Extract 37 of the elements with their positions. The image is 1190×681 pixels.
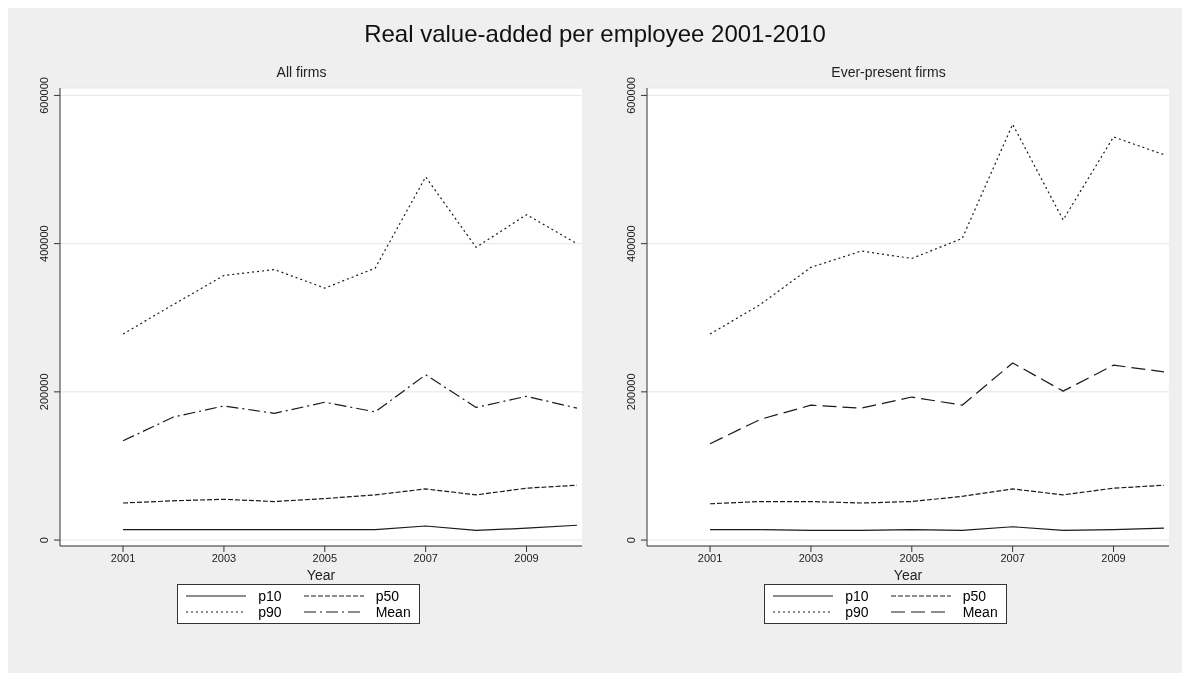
x-tick-label: 2001 <box>110 551 135 564</box>
line-series <box>708 484 1165 505</box>
line-series <box>708 362 1165 445</box>
x-tick-label: 2005 <box>899 551 924 564</box>
legend-label: p10 <box>845 588 869 604</box>
x-tick-label: 2009 <box>513 551 539 564</box>
x-tick-label: 2003 <box>798 551 823 564</box>
legend-label: p90 <box>845 604 869 620</box>
chart-title: Real value-added per employee 2001-2010 <box>363 19 827 49</box>
x-axis-title: Year <box>893 567 922 583</box>
line-series <box>121 176 578 335</box>
legend-label: p50 <box>962 588 987 604</box>
y-tick-label: 600000 <box>624 77 637 114</box>
chart-subtitle: Ever-present firms <box>831 64 946 80</box>
x-axis-title: Year <box>306 567 335 583</box>
legend-label: p10 <box>258 588 282 604</box>
line-series <box>121 484 578 504</box>
legend-label: p90 <box>258 604 282 620</box>
x-tick-label: 2003 <box>211 551 236 564</box>
y-tick-label: 600000 <box>37 77 50 114</box>
y-tick-label: 0 <box>37 537 50 544</box>
x-tick-label: 2001 <box>697 551 722 564</box>
line-series <box>708 123 1165 335</box>
y-tick-label: 200000 <box>624 373 637 411</box>
x-tick-label: 2009 <box>1100 551 1126 564</box>
x-tick-label: 2005 <box>312 551 337 564</box>
x-tick-label: 2007 <box>999 551 1025 564</box>
line-series <box>121 374 578 442</box>
y-tick-label: 200000 <box>37 373 50 411</box>
legend-label: p50 <box>375 588 400 604</box>
chart-subtitle: All firms <box>276 64 327 80</box>
legend-label: Mean <box>375 604 411 620</box>
y-tick-label: 400000 <box>37 225 50 262</box>
y-tick-label: 0 <box>624 537 637 544</box>
legend-label: Mean <box>962 604 998 620</box>
y-tick-label: 400000 <box>624 225 637 262</box>
x-tick-label: 2007 <box>412 551 438 564</box>
